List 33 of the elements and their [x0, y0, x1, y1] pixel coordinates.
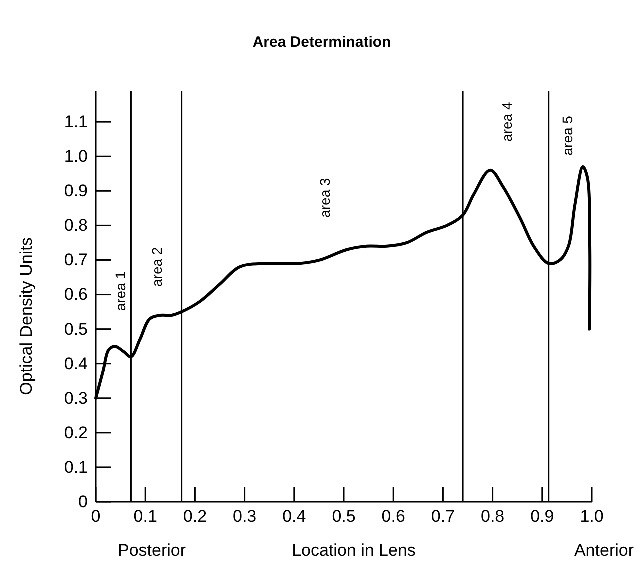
y-tick-label: 0.9	[64, 182, 88, 201]
y-tick-label: 0.1	[64, 458, 88, 477]
x-tick-label: 0.3	[232, 507, 257, 526]
x-tick-label: 0.4	[282, 507, 306, 526]
x-tick-label: 0	[91, 507, 101, 526]
x-tick-label: 0.5	[332, 507, 356, 526]
annotation: area 5	[560, 116, 576, 156]
y-tick-label: 0.3	[64, 388, 88, 408]
x-tick-label: 0.8	[480, 507, 505, 526]
x-tick-label: 0.1	[134, 507, 158, 526]
x-tick-label: 0.6	[382, 507, 406, 526]
y-tick-label: 0.4	[64, 354, 88, 374]
y-tick-label: 0	[78, 492, 88, 512]
x-tick-label: 1.0	[580, 507, 604, 526]
x-tick-label: 0.9	[530, 507, 554, 526]
y-tick-label: 0.2	[64, 423, 88, 442]
y-axis-title: Optical Density Units	[17, 238, 36, 396]
y-tick-label: 1.0	[64, 147, 88, 166]
y-tick-label: 0.8	[64, 216, 88, 236]
annotation: area 2	[149, 247, 166, 287]
y-tick-label: 1.1	[64, 112, 88, 132]
annotation: area 1	[112, 271, 128, 312]
x-tick-label: 0.2	[183, 507, 208, 526]
y-tick-label: 0.7	[64, 250, 88, 270]
y-tick-label: 0.5	[64, 320, 88, 339]
x-axis-title: Location in Lens	[292, 541, 416, 560]
annotation: area 4	[499, 102, 516, 142]
text: Posterior	[118, 541, 186, 560]
text: Anterior	[574, 541, 634, 560]
chart-title: Area Determination	[252, 34, 392, 51]
annotation: area 3	[317, 178, 334, 218]
y-tick-label: 0.6	[64, 285, 88, 304]
x-tick-label: 0.7	[431, 507, 456, 526]
